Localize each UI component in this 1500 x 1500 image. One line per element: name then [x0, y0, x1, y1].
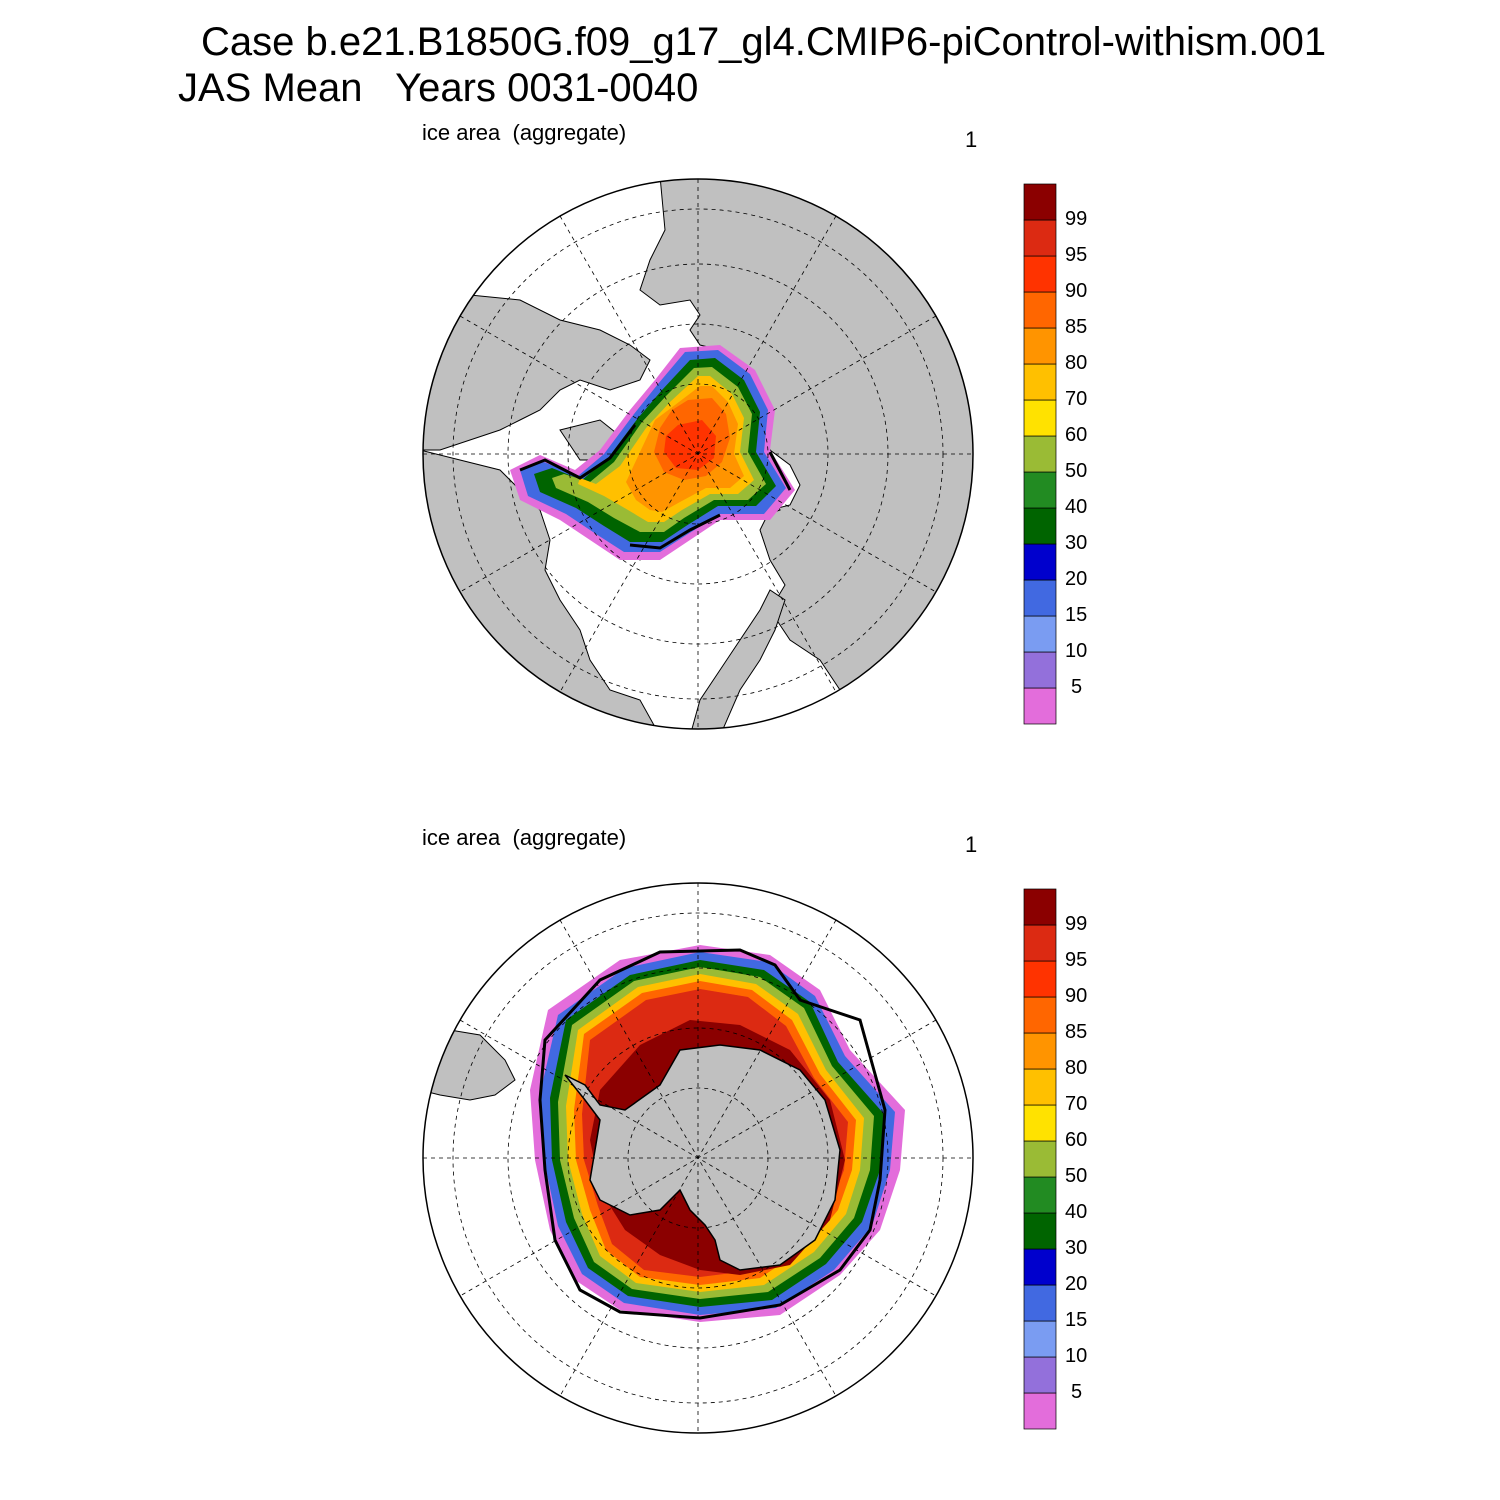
- colorbar-swatch: [1023, 924, 1057, 962]
- antarctica-land: [564, 1044, 841, 1271]
- north-colorbar: 5 10 15 20 30 40 50 60 70 80 85 90 95 99: [1023, 183, 1087, 730]
- colorbar-swatch: [1023, 1032, 1057, 1070]
- north-graticule: [423, 179, 973, 729]
- colorbar-swatch: [1023, 1248, 1057, 1286]
- colorbar-tick-label: 85: [1065, 1021, 1088, 1043]
- colorbar-tick-label: 40: [1065, 1201, 1088, 1223]
- colorbar-tick-label: 5: [1071, 1381, 1083, 1403]
- colorbar-swatch: [1023, 1104, 1057, 1142]
- colorbar-swatch: [1023, 291, 1057, 329]
- colorbar-swatch: [1023, 1392, 1057, 1430]
- colorbar-tick-label: 10: [1065, 640, 1088, 662]
- colorbar-swatch: [1023, 543, 1057, 581]
- north-sea-ice: [510, 345, 795, 560]
- colorbar-swatch: [1023, 1176, 1057, 1214]
- north-panel-variable: ice area (aggregate): [422, 120, 627, 145]
- colorbar-swatch: [1023, 1212, 1057, 1250]
- colorbar-swatch: [1023, 1140, 1057, 1178]
- colorbar-swatch: [1023, 507, 1057, 545]
- colorbar-tick-label: 80: [1065, 1057, 1088, 1079]
- south-map-border: [422, 882, 974, 1434]
- colorbar-tick-label: 95: [1065, 244, 1088, 266]
- colorbar-swatch: [1023, 399, 1057, 437]
- colorbar-tick-label: 10: [1065, 1345, 1088, 1367]
- south-polar-map: [423, 883, 973, 1433]
- colorbar-swatch: [1023, 615, 1057, 653]
- colorbar-tick-label: 40: [1065, 496, 1088, 518]
- colorbar-swatch: [1023, 1320, 1057, 1358]
- colorbar-tick-label: 5: [1071, 676, 1083, 698]
- colorbar-tick-label: 15: [1065, 604, 1088, 626]
- colorbar-swatch: [1023, 651, 1057, 689]
- colorbar-swatch: [1023, 687, 1057, 725]
- colorbar-tick-label: 85: [1065, 316, 1088, 338]
- colorbar-tick-label: 50: [1065, 460, 1088, 482]
- colorbar-tick-label: 30: [1065, 1237, 1088, 1259]
- colorbar-tick-label: 20: [1065, 568, 1088, 590]
- colorbar-tick-label: 70: [1065, 388, 1088, 410]
- south-panel-number: 1: [965, 832, 978, 857]
- colorbar-swatch: [1023, 183, 1057, 221]
- colorbar-swatches: [1023, 183, 1057, 725]
- colorbar-swatch: [1023, 471, 1057, 509]
- north-map-border: [422, 178, 974, 730]
- colorbar-tick-label: 60: [1065, 1129, 1088, 1151]
- colorbar-tick-label: 30: [1065, 532, 1088, 554]
- figure-title-case: Case b.e21.B1850G.f09_g17_gl4.CMIP6-piCo…: [201, 20, 1327, 64]
- colorbar-tick-label: 95: [1065, 949, 1088, 971]
- colorbar-tick-label: 90: [1065, 985, 1088, 1007]
- colorbar-swatch: [1023, 435, 1057, 473]
- north-panel-number: 1: [965, 127, 978, 152]
- colorbar-tick-label: 60: [1065, 424, 1088, 446]
- colorbar-swatch: [1023, 888, 1057, 926]
- north-ice-edge-line: [519, 424, 792, 550]
- colorbar-tick-label: 70: [1065, 1093, 1088, 1115]
- colorbar-tick-label: 50: [1065, 1165, 1088, 1187]
- colorbar-tick-label: 20: [1065, 1273, 1088, 1295]
- colorbar-swatches: [1023, 888, 1057, 1430]
- south-ice-edge-line: [538, 948, 887, 1320]
- colorbar-tick-label: 90: [1065, 280, 1088, 302]
- figure-title-season: JAS Mean Years 0031-0040: [178, 66, 699, 110]
- north-polar-map: [423, 179, 973, 729]
- colorbar-swatch: [1023, 996, 1057, 1034]
- south-panel-variable: ice area (aggregate): [422, 825, 627, 850]
- colorbar-swatch: [1023, 327, 1057, 365]
- colorbar-tick-label: 15: [1065, 1309, 1088, 1331]
- colorbar-tick-label: 99: [1065, 913, 1088, 935]
- south-colorbar: 5 10 15 20 30 40 50 60 70 80 85 90 95 99: [1023, 888, 1087, 1435]
- colorbar-tick-label: 80: [1065, 352, 1088, 374]
- colorbar-swatch: [1023, 219, 1057, 257]
- colorbar-swatch: [1023, 1284, 1057, 1322]
- colorbar-swatch: [1023, 579, 1057, 617]
- colorbar-swatch: [1023, 960, 1057, 998]
- colorbar-swatch: [1023, 255, 1057, 293]
- colorbar-swatch: [1023, 1356, 1057, 1394]
- colorbar-swatch: [1023, 363, 1057, 401]
- colorbar-tick-label: 99: [1065, 208, 1088, 230]
- colorbar-swatch: [1023, 1068, 1057, 1106]
